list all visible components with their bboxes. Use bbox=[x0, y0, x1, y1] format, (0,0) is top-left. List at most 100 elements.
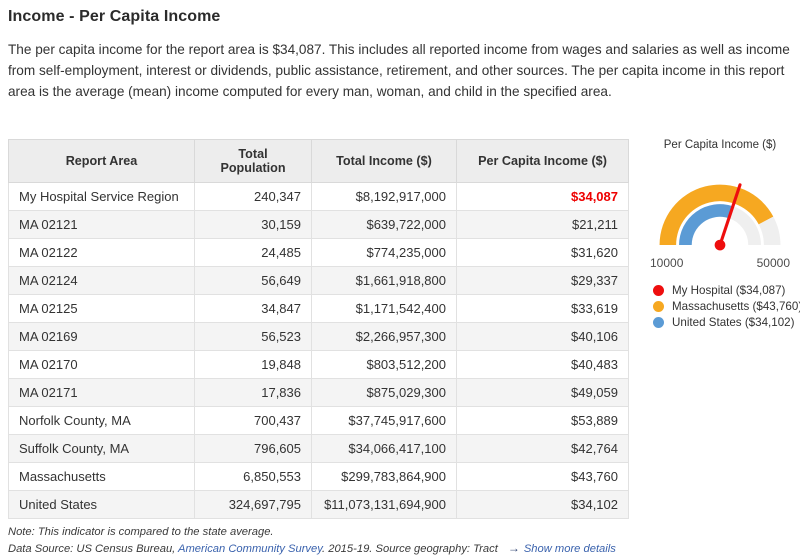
cell-per-capita-income: $43,760 bbox=[456, 461, 629, 491]
table-header: Report Area Total Population Total Income … bbox=[8, 138, 629, 183]
cell-per-capita-income: $53,889 bbox=[456, 405, 629, 435]
gauge-arc-inner-track bbox=[728, 205, 761, 245]
legend-dot-icon bbox=[653, 284, 664, 296]
cell-total-population: 56,649 bbox=[194, 265, 312, 295]
income-table: Report Area Total Population Total Income … bbox=[8, 138, 629, 519]
column-header: Total Income ($) bbox=[311, 138, 457, 183]
cell-total-population: 700,437 bbox=[194, 405, 312, 435]
table-row: MA 02121 30,159 $639,722,000 $21,211 bbox=[8, 209, 629, 239]
cell-total-population: 796,605 bbox=[194, 433, 312, 463]
cell-report-area: MA 02125 bbox=[8, 293, 195, 323]
table-row: MA 02124 56,649 $1,661,918,800 $29,337 bbox=[8, 265, 629, 295]
cell-total-income: $37,745,917,600 bbox=[311, 405, 457, 435]
footer: Note: This indicator is compared to the … bbox=[8, 526, 792, 555]
cell-report-area: MA 02171 bbox=[8, 377, 195, 407]
legend-item: United States ($34,102) bbox=[653, 316, 799, 329]
table-row: MA 02171 17,836 $875,029,300 $49,059 bbox=[8, 377, 629, 407]
table-row: Massachusetts 6,850,553 $299,783,864,900 $4… bbox=[8, 461, 629, 491]
cell-report-area: MA 02122 bbox=[8, 237, 195, 267]
cell-report-area: Norfolk County, MA bbox=[8, 405, 195, 435]
table-row: My Hospital Service Region 240,347 $8,192,… bbox=[8, 181, 629, 211]
cell-report-area: Suffolk County, MA bbox=[8, 433, 195, 463]
cell-per-capita-income: $49,059 bbox=[456, 377, 629, 407]
cell-total-income: $11,073,131,694,900 bbox=[311, 489, 457, 519]
column-header: Total Population bbox=[194, 138, 312, 183]
table-row: United States 324,697,795 $11,073,131,694,… bbox=[8, 489, 629, 519]
cell-per-capita-income: $21,211 bbox=[456, 209, 629, 239]
gauge-panel: Per Capita Income ($) 10000 50000 My Hos… bbox=[641, 138, 800, 332]
legend-item: My Hospital ($34,087) bbox=[653, 284, 799, 297]
legend-item: Massachusetts ($43,760) bbox=[653, 299, 800, 313]
cell-total-income: $639,722,000 bbox=[311, 209, 457, 239]
gauge-axis: 10000 50000 bbox=[641, 256, 799, 270]
legend-label: Massachusetts ($43,760) bbox=[672, 299, 800, 313]
acs-link[interactable]: American Community Survey bbox=[177, 542, 323, 555]
table-row: MA 02170 19,848 $803,512,200 $40,483 bbox=[8, 349, 629, 379]
cell-total-population: 30,159 bbox=[194, 209, 312, 239]
cell-total-income: $1,171,542,400 bbox=[311, 293, 457, 323]
note-text: Note: This indicator is compared to the … bbox=[8, 525, 274, 538]
cell-total-income: $2,266,957,300 bbox=[311, 321, 457, 351]
cell-total-income: $8,192,917,000 bbox=[311, 181, 457, 211]
cell-total-income: $774,235,000 bbox=[311, 237, 457, 267]
cell-total-income: $34,066,417,100 bbox=[311, 433, 457, 463]
cell-per-capita-income: $42,764 bbox=[456, 433, 629, 463]
gauge-title: Per Capita Income ($) bbox=[663, 138, 777, 151]
data-source-prefix: Data Source: US Census Bureau, bbox=[8, 542, 178, 555]
cell-per-capita-income: $34,102 bbox=[456, 489, 629, 519]
column-header: Per Capita Income ($) bbox=[456, 138, 629, 183]
cell-total-population: 324,697,795 bbox=[194, 489, 312, 519]
table-body: My Hospital Service Region 240,347 $8,192,… bbox=[8, 181, 629, 519]
cell-per-capita-income: $34,087 bbox=[456, 181, 629, 211]
cell-total-income: $803,512,200 bbox=[311, 349, 457, 379]
cell-total-population: 34,847 bbox=[194, 293, 312, 323]
gauge-chart bbox=[659, 182, 781, 251]
cell-total-population: 56,523 bbox=[194, 321, 312, 351]
cell-total-income: $1,661,918,800 bbox=[311, 265, 457, 295]
cell-per-capita-income: $40,106 bbox=[456, 321, 629, 351]
report-page: Income - Per Capita Income The per capit… bbox=[8, 8, 800, 555]
data-source-line: Data Source: US Census Bureau, American … bbox=[8, 541, 792, 555]
cell-report-area: MA 02124 bbox=[8, 265, 195, 295]
legend-label: United States ($34,102) bbox=[672, 315, 795, 329]
gauge-needle bbox=[718, 182, 742, 247]
cell-report-area: United States bbox=[8, 489, 195, 519]
page-title: Income - Per Capita Income bbox=[8, 8, 221, 25]
gauge-min-label: 10000 bbox=[650, 255, 684, 270]
legend-dot-icon bbox=[653, 316, 664, 328]
content-area: Report Area Total Population Total Income … bbox=[8, 138, 800, 519]
cell-report-area: MA 02121 bbox=[8, 209, 195, 239]
data-source-suffix: . 2015-19. Source geography: Tract bbox=[322, 542, 498, 555]
cell-total-population: 24,485 bbox=[194, 237, 312, 267]
cell-total-population: 6,850,553 bbox=[194, 461, 312, 491]
legend-label: My Hospital ($34,087) bbox=[672, 283, 786, 297]
table-row: MA 02169 56,523 $2,266,957,300 $40,106 bbox=[8, 321, 629, 351]
cell-total-population: 19,848 bbox=[194, 349, 312, 379]
cell-report-area: MA 02169 bbox=[8, 321, 195, 351]
cell-total-income: $299,783,864,900 bbox=[311, 461, 457, 491]
gauge-hub bbox=[714, 239, 726, 251]
cell-per-capita-income: $31,620 bbox=[456, 237, 629, 267]
arrow-right-icon: → bbox=[507, 540, 520, 555]
cell-per-capita-income: $33,619 bbox=[456, 293, 629, 323]
gauge-arc-massachusetts bbox=[659, 184, 774, 245]
gauge-legend: My Hospital ($34,087) Massachusetts ($43,… bbox=[641, 284, 800, 329]
cell-per-capita-income: $40,483 bbox=[456, 349, 629, 379]
legend-dot-icon bbox=[653, 300, 664, 312]
gauge-arc-outer-track bbox=[758, 216, 781, 245]
cell-total-population: 17,836 bbox=[194, 377, 312, 407]
gauge-arc-united-states bbox=[679, 203, 733, 245]
show-more-details-link[interactable]: Show more details bbox=[523, 542, 616, 555]
cell-report-area: My Hospital Service Region bbox=[8, 181, 195, 211]
indicator-description: The per capita income for the report are… bbox=[8, 42, 790, 100]
table-row: MA 02125 34,847 $1,171,542,400 $33,619 bbox=[8, 293, 629, 323]
column-header: Report Area bbox=[8, 138, 195, 183]
gauge-max-label: 50000 bbox=[756, 255, 790, 270]
header-row: Report Area Total Population Total Income … bbox=[8, 138, 629, 183]
cell-report-area: Massachusetts bbox=[8, 461, 195, 491]
table-row: Norfolk County, MA 700,437 $37,745,917,600… bbox=[8, 405, 629, 435]
cell-report-area: MA 02170 bbox=[8, 349, 195, 379]
cell-per-capita-income: $29,337 bbox=[456, 265, 629, 295]
cell-total-income: $875,029,300 bbox=[311, 377, 457, 407]
cell-total-population: 240,347 bbox=[194, 181, 312, 211]
